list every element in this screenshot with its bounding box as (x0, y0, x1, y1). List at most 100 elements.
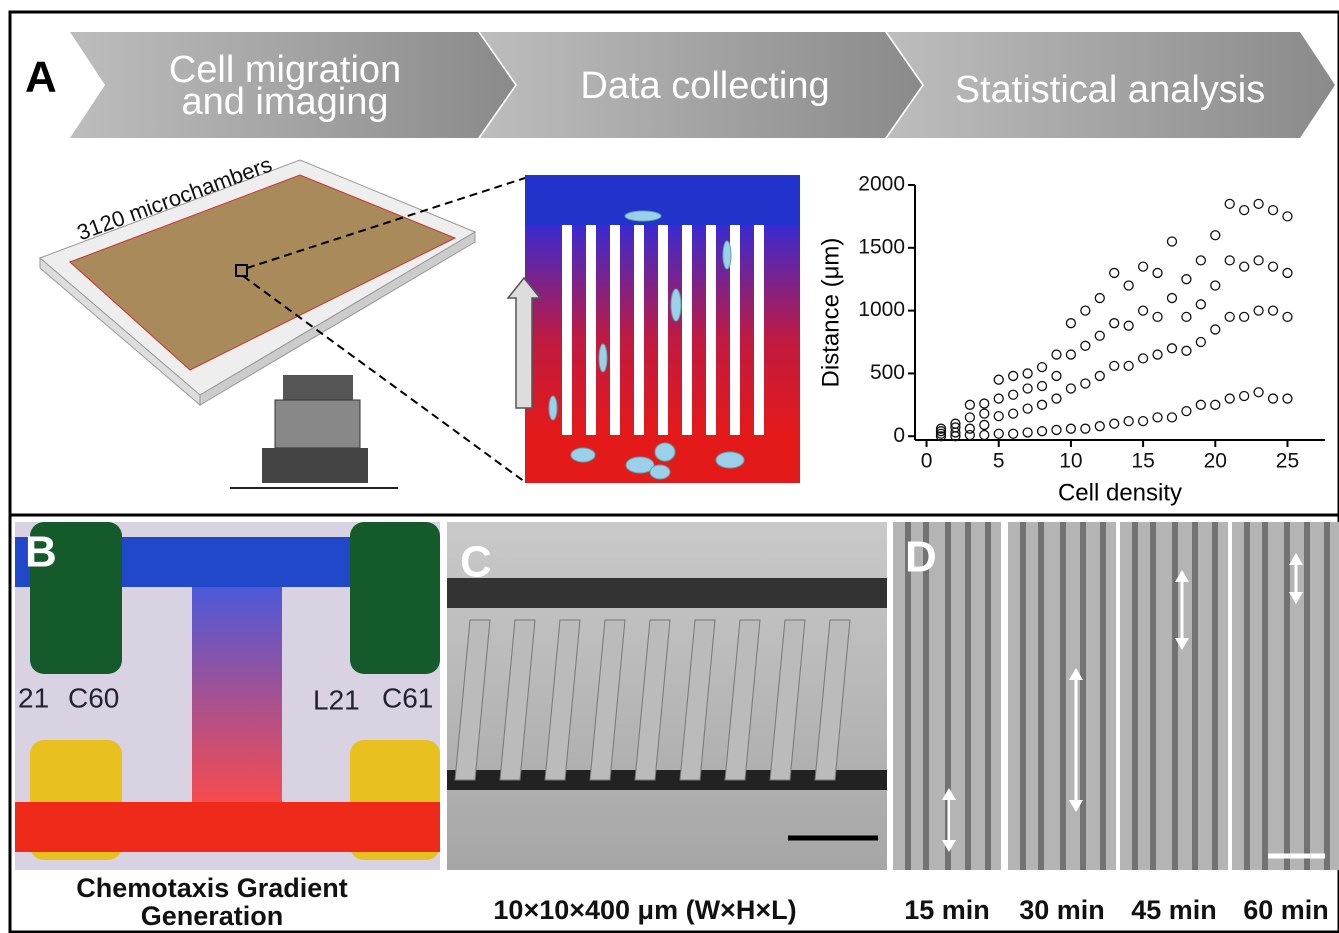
x-tick-label: 10 (1059, 450, 1082, 473)
y-tick-label: 1000 (858, 298, 905, 321)
data-point (1139, 417, 1148, 426)
data-point (1081, 379, 1090, 388)
data-point (1009, 371, 1018, 380)
data-point (965, 413, 974, 422)
data-point (1254, 199, 1263, 208)
step-text: Statistical analysis (955, 69, 1265, 111)
objective (230, 375, 398, 488)
chip-label: C61 (382, 682, 433, 713)
data-point (1196, 300, 1205, 309)
channel-wall (965, 522, 971, 870)
data-point (1254, 256, 1263, 265)
channel-wall (1212, 522, 1218, 870)
channel-wall (1020, 522, 1026, 870)
data-point (1167, 237, 1176, 246)
data-point (1283, 394, 1292, 403)
x-tick-label: 0 (921, 450, 933, 473)
data-point (1167, 413, 1176, 422)
data-point (1066, 350, 1075, 359)
caption: 10×10×400 μm (W×H×L) (493, 895, 796, 925)
step-text: Data collecting (580, 65, 829, 107)
data-point (1225, 199, 1234, 208)
channel-wall (1150, 522, 1156, 870)
data-point (1283, 312, 1292, 321)
data-point (1153, 312, 1162, 321)
data-point (1023, 384, 1032, 393)
panel-label: D (905, 533, 937, 582)
data-point (1240, 262, 1249, 271)
data-point (1124, 321, 1133, 330)
y-axis-label: Distance (μm) (817, 238, 844, 388)
data-point (1124, 281, 1133, 290)
data-point (1052, 371, 1061, 380)
data-point (1110, 268, 1119, 277)
chip-label: L21 (313, 684, 360, 715)
scatter-plot: 05001000150020000510152025Cell densityDi… (817, 173, 1325, 507)
data-point (1196, 338, 1205, 347)
channel-wall (1172, 522, 1178, 870)
data-point (1211, 400, 1220, 409)
figure: A Cell migration and imaging Data collec… (0, 0, 1339, 933)
data-point (980, 409, 989, 418)
data-point (1009, 429, 1018, 438)
data-point (1182, 407, 1191, 416)
data-point (1110, 419, 1119, 428)
x-tick-label: 20 (1204, 450, 1227, 473)
timelapse (893, 522, 1339, 870)
data-point (994, 412, 1003, 421)
channel-wall (1132, 522, 1138, 870)
data-point (1211, 281, 1220, 290)
data-point (1269, 262, 1278, 271)
data-point (1095, 371, 1104, 380)
data-point (1269, 206, 1278, 215)
time-label: 60 min (1243, 895, 1329, 925)
data-point (1139, 306, 1148, 315)
caption: Generation (141, 901, 284, 931)
data-point (1066, 384, 1075, 393)
data-point (1081, 306, 1090, 315)
chip-label: C60 (68, 682, 119, 713)
data-point (1081, 341, 1090, 350)
data-point (1225, 394, 1234, 403)
data-point (1110, 361, 1119, 370)
sem-image (447, 522, 887, 870)
data-point (1153, 413, 1162, 422)
data-point (1153, 350, 1162, 359)
channel-wall (1284, 522, 1290, 870)
data-point (1066, 424, 1075, 433)
data-point (1167, 294, 1176, 303)
channel-wall (1304, 522, 1310, 870)
data-point (1095, 422, 1104, 431)
data-point (1038, 400, 1047, 409)
channel-wall (1192, 522, 1198, 870)
data-point (980, 399, 989, 408)
panel-label: A (25, 53, 57, 102)
data-point (1139, 354, 1148, 363)
data-point (1182, 275, 1191, 284)
chip-label: 21 (18, 682, 49, 713)
channel-wall (985, 522, 991, 870)
channel-wall (1038, 522, 1044, 870)
data-point (1066, 319, 1075, 328)
data-point (1009, 390, 1018, 399)
data-point (1254, 306, 1263, 315)
data-point (1095, 331, 1104, 340)
data-point (1052, 425, 1061, 434)
data-point (1254, 388, 1263, 397)
panel-label: B (25, 528, 57, 577)
data-point (994, 375, 1003, 384)
data-point (994, 429, 1003, 438)
data-point (1182, 312, 1191, 321)
data-point (1009, 409, 1018, 418)
data-point (1269, 306, 1278, 315)
time-label: 30 min (1019, 895, 1105, 925)
step-text: and imaging (181, 81, 388, 123)
time-label: 45 min (1131, 895, 1217, 925)
data-point (1182, 346, 1191, 355)
data-point (980, 430, 989, 439)
data-point (980, 420, 989, 429)
y-tick-label: 2000 (858, 173, 905, 196)
panel-label: C (460, 538, 492, 587)
data-point (1110, 319, 1119, 328)
data-point (1023, 369, 1032, 378)
